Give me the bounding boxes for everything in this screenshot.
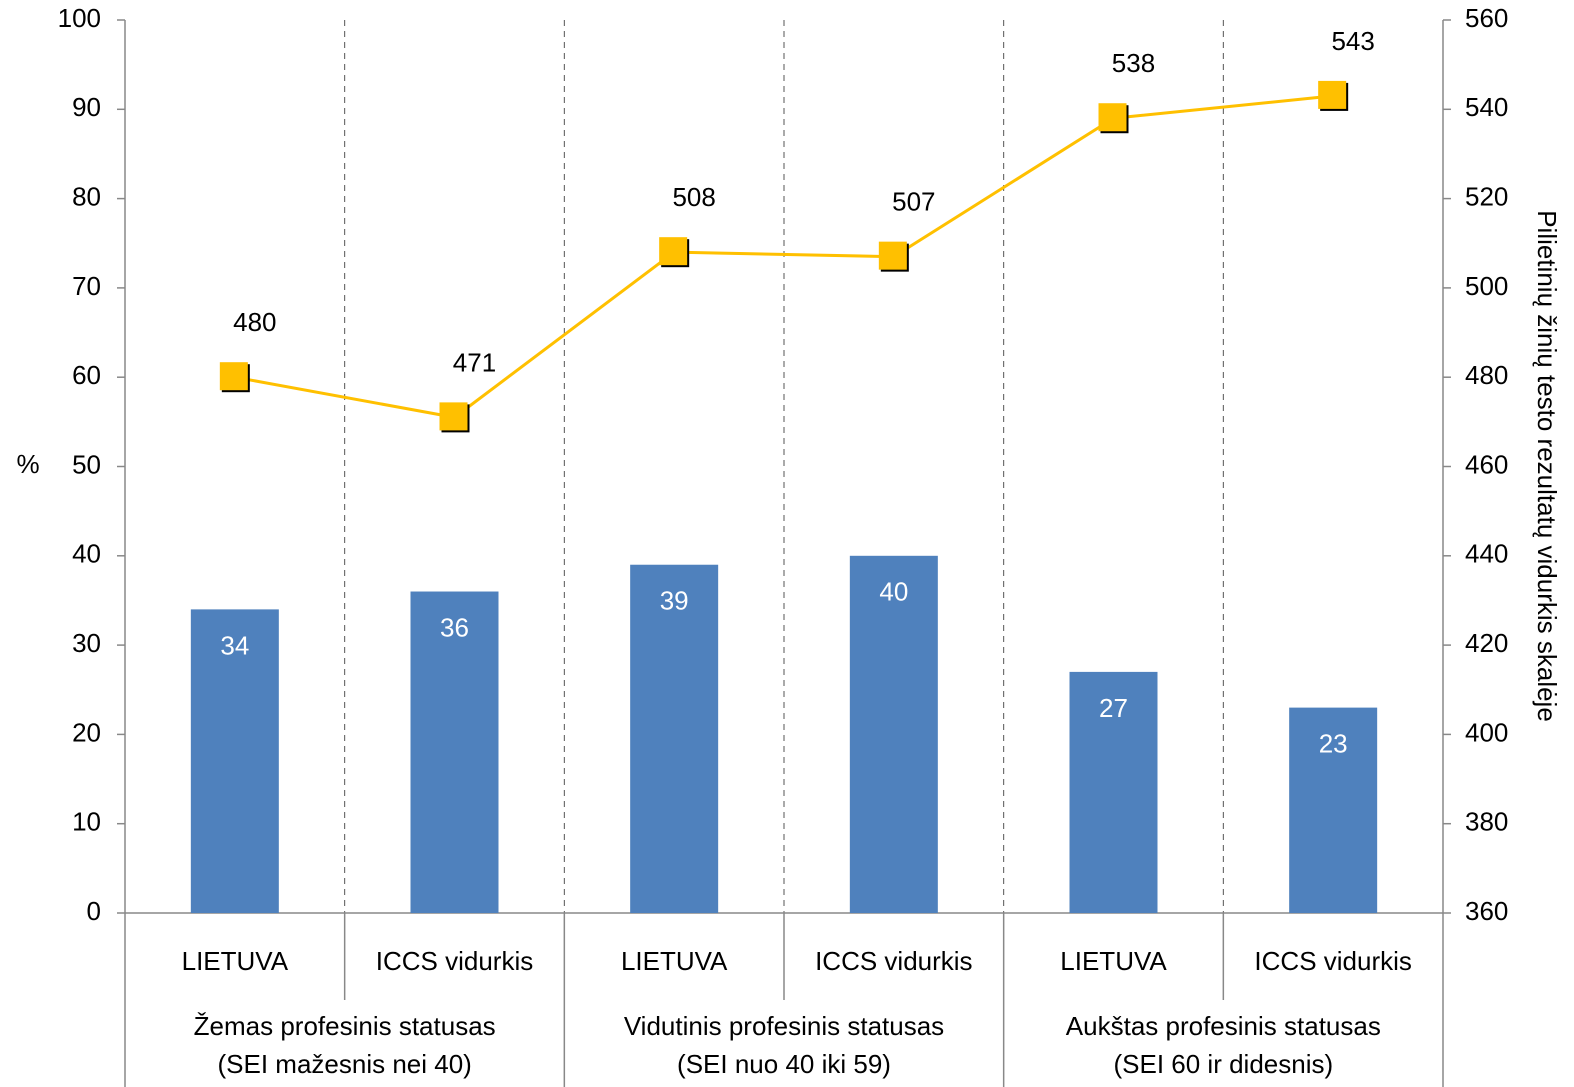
y2-tick-label: 480 <box>1465 360 1508 390</box>
bar <box>1069 671 1158 913</box>
group-label: Vidutinis profesinis statusas <box>624 1011 944 1041</box>
y2-tick-label: 560 <box>1465 3 1508 33</box>
group-label: (SEI 60 ir didesnis) <box>1114 1049 1334 1079</box>
bar-value-label: 34 <box>220 630 249 660</box>
y-tick-label: 80 <box>72 181 101 211</box>
x-tick-label: ICCS vidurkis <box>376 946 533 976</box>
bar-value-label: 23 <box>1319 728 1348 758</box>
y2-tick-label: 400 <box>1465 717 1508 747</box>
marker <box>878 241 907 270</box>
line-value-label: 508 <box>672 182 715 212</box>
y-tick-label: 50 <box>72 449 101 479</box>
group-label: Žemas profesinis statusas <box>194 1011 496 1041</box>
line-value-label: 507 <box>892 187 935 217</box>
y2-tick-label: 420 <box>1465 628 1508 658</box>
line-value-label: 538 <box>1112 48 1155 78</box>
y2-tick-label: 460 <box>1465 449 1508 479</box>
marker <box>1098 103 1127 132</box>
y-tick-label: 70 <box>72 271 101 301</box>
group-label: (SEI mažesnis nei 40) <box>218 1049 472 1079</box>
bar-value-label: 27 <box>1099 693 1128 723</box>
y-tick-label: 20 <box>72 717 101 747</box>
marker <box>1318 80 1347 109</box>
y-axis-label: % <box>16 449 39 479</box>
y2-tick-label: 520 <box>1465 181 1508 211</box>
marker <box>219 362 248 391</box>
y2-tick-label: 380 <box>1465 807 1508 837</box>
x-tick-label: LIETUVA <box>621 946 728 976</box>
y-tick-label: 10 <box>72 807 101 837</box>
y2-tick-label: 500 <box>1465 271 1508 301</box>
line-value-label: 480 <box>233 307 276 337</box>
bar-value-label: 36 <box>440 612 469 642</box>
y2-tick-label: 440 <box>1465 539 1508 569</box>
y-tick-label: 90 <box>72 92 101 122</box>
y-tick-label: 40 <box>72 539 101 569</box>
x-tick-label: LIETUVA <box>1060 946 1167 976</box>
y2-tick-label: 360 <box>1465 896 1508 926</box>
y2-axis-label: Pilietinių žinių testo rezultatų vidurki… <box>1532 210 1562 722</box>
marker <box>439 402 468 431</box>
marker <box>659 237 688 266</box>
bar <box>190 609 279 913</box>
y2-tick-label: 540 <box>1465 92 1508 122</box>
bar <box>849 555 938 913</box>
group-label: Aukštas profesinis statusas <box>1066 1011 1381 1041</box>
line <box>234 94 1334 419</box>
line-value-label: 543 <box>1331 26 1374 56</box>
y-tick-label: 0 <box>87 896 101 926</box>
line-value-label: 471 <box>453 347 496 377</box>
bar <box>1289 707 1378 913</box>
y-tick-label: 60 <box>72 360 101 390</box>
y-tick-label: 30 <box>72 628 101 658</box>
group-label: (SEI nuo 40 iki 59) <box>677 1049 891 1079</box>
bar-value-label: 39 <box>660 586 689 616</box>
y-tick-label: 100 <box>58 3 101 33</box>
x-tick-label: ICCS vidurkis <box>815 946 972 976</box>
x-tick-label: LIETUVA <box>182 946 289 976</box>
x-tick-label: ICCS vidurkis <box>1254 946 1411 976</box>
bar <box>410 591 499 913</box>
bar-value-label: 40 <box>879 577 908 607</box>
bar <box>630 564 719 913</box>
